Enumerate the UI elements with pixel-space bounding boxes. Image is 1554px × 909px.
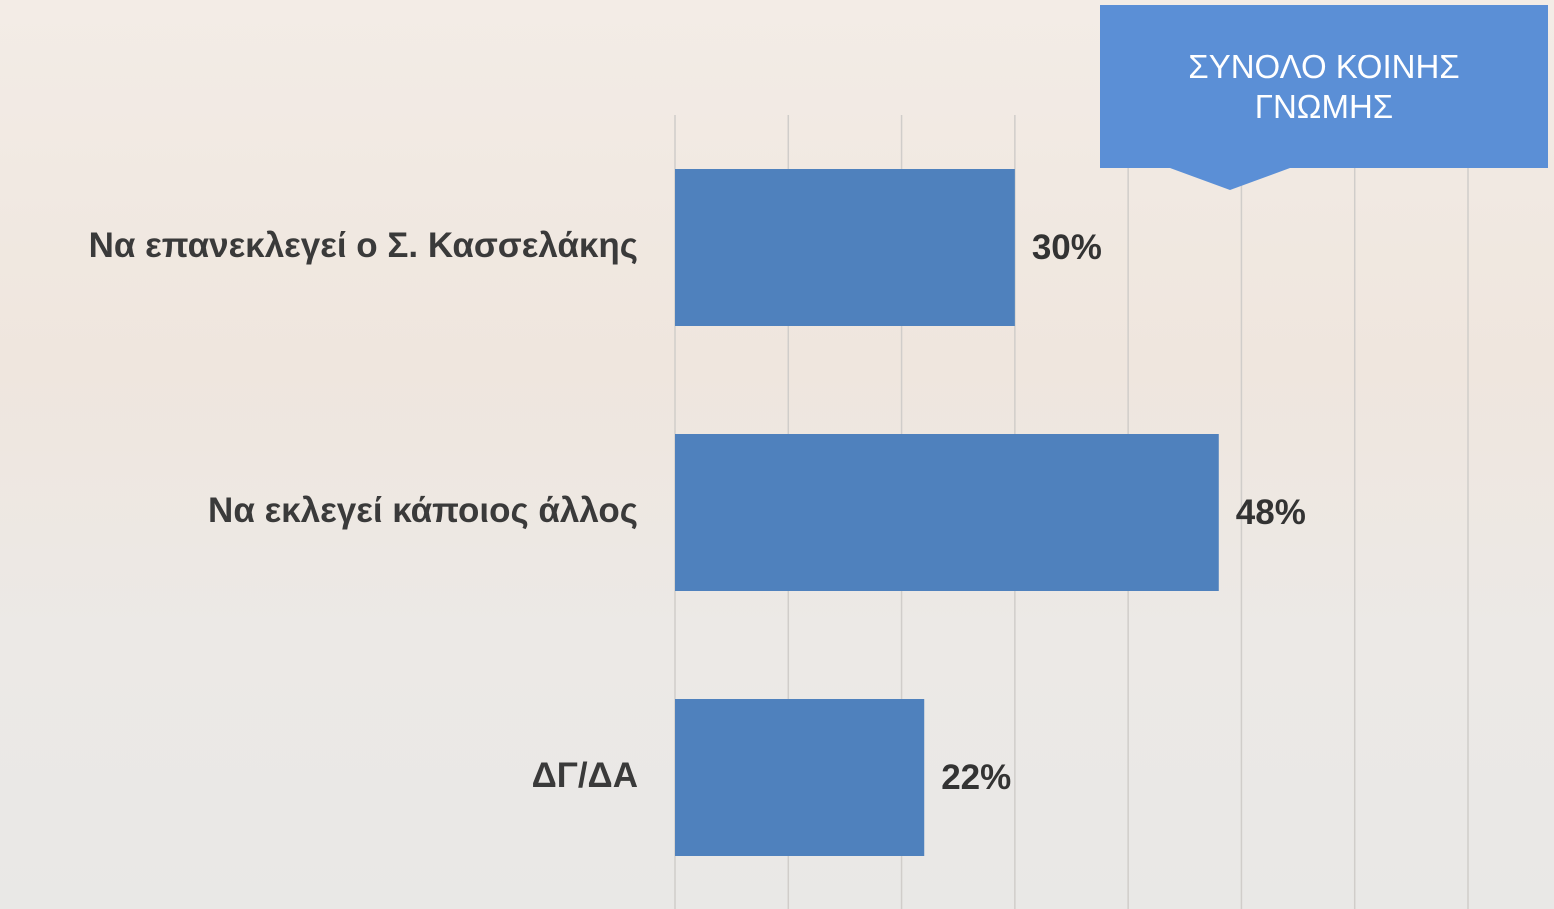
page: Να επανεκλεγεί ο Σ. Κασσελάκης 30% Να εκλε… — [0, 0, 1554, 909]
chart-title: ΣΥΝΟΛΟ ΚΟΙΝΗΣ ΓΝΩΜΗΣ — [1159, 47, 1489, 127]
value-label: 30% — [1032, 228, 1102, 267]
category-label: Να επανεκλεγεί ο Σ. Κασσελάκης — [89, 226, 638, 265]
value-label: 48% — [1236, 493, 1306, 532]
bar — [675, 169, 1015, 326]
callout-pointer — [1170, 168, 1290, 190]
category-label: Να εκλεγεί κάποιος άλλος — [208, 491, 638, 530]
value-label: 22% — [941, 758, 1011, 797]
bar — [675, 434, 1219, 591]
category-label: ΔΓ/ΔΑ — [532, 756, 638, 795]
bar — [675, 699, 924, 856]
title-callout: ΣΥΝΟΛΟ ΚΟΙΝΗΣ ΓΝΩΜΗΣ — [1100, 5, 1548, 168]
